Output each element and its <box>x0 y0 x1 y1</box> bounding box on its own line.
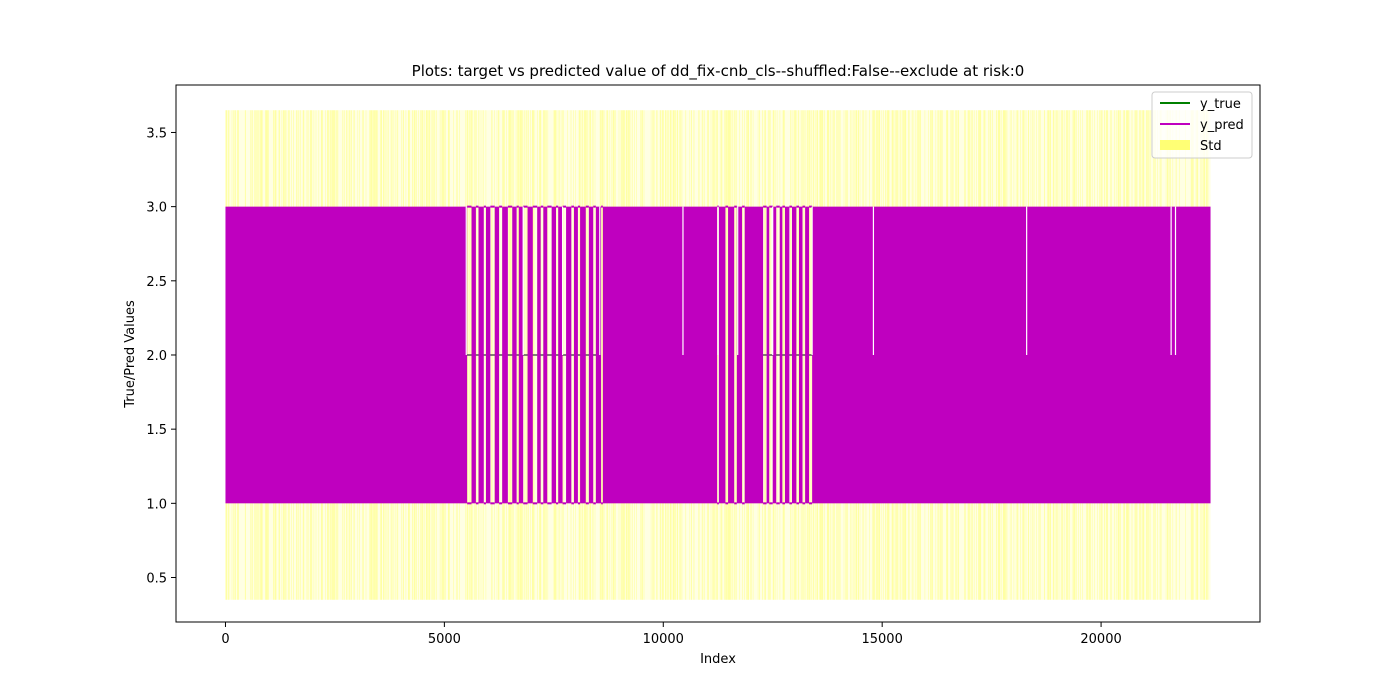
legend-y-pred-label: y_pred <box>1200 118 1244 133</box>
y-pred-band <box>805 206 810 504</box>
y-pred-band <box>728 206 735 504</box>
y-pred-band <box>718 206 726 504</box>
y-pred-band <box>779 206 783 504</box>
y-pred-band <box>595 206 602 504</box>
y-tick-label: 3.0 <box>146 201 167 216</box>
y-pred-band <box>518 206 524 504</box>
x-axis-label: Index <box>700 652 736 667</box>
y-pred-band <box>744 206 764 504</box>
x-axis: 0 5000 10000 15000 20000 <box>221 622 1122 647</box>
y-tick-label: 2.0 <box>146 349 167 364</box>
y-pred-band <box>512 206 517 504</box>
y-pred-band <box>502 206 508 504</box>
y-pred-band <box>602 206 718 504</box>
y-pred-band <box>736 206 743 504</box>
y-pred-band <box>573 206 578 504</box>
legend-y-true-label: y_true <box>1200 97 1241 112</box>
y-tick-label: 0.5 <box>146 571 167 586</box>
y-pred-band <box>494 206 500 504</box>
x-tick-label: 20000 <box>1080 632 1121 647</box>
y-pred-band <box>225 206 468 504</box>
y-pred-band <box>766 206 770 504</box>
chart-title: Plots: target vs predicted value of dd_f… <box>412 62 1025 81</box>
y-pred-band <box>537 206 541 504</box>
y-tick-label: 2.5 <box>146 275 167 290</box>
y-pred-series <box>225 205 1211 505</box>
y-pred-band <box>471 206 476 504</box>
x-tick-label: 15000 <box>861 632 902 647</box>
y-axis: 0.5 1.0 1.5 2.0 2.5 3.0 3.5 <box>146 126 176 586</box>
y-tick-label: 3.5 <box>146 126 167 141</box>
y-pred-band <box>588 206 594 504</box>
y-pred-band <box>485 206 491 504</box>
axes-frame <box>175 84 1261 623</box>
y-pred-band <box>784 206 790 504</box>
legend-std-swatch <box>1160 140 1190 150</box>
y-pred-band <box>791 206 797 504</box>
legend: y_true y_pred Std <box>1151 91 1253 159</box>
x-tick-label: 0 <box>221 632 229 647</box>
y-tick-label: 1.5 <box>146 423 167 438</box>
y-pred-band <box>580 206 586 504</box>
y-pred-band <box>566 206 572 504</box>
y-pred-band <box>543 206 548 504</box>
legend-std-label: Std <box>1200 139 1222 154</box>
y-pred-band <box>558 206 563 504</box>
y-pred-band <box>527 206 533 504</box>
y-pred-band <box>478 206 484 504</box>
x-tick-label: 5000 <box>428 632 461 647</box>
y-pred-band <box>812 206 1211 504</box>
y-pred-band <box>551 206 557 504</box>
y-pred-band <box>772 206 777 504</box>
y-tick-label: 1.0 <box>146 497 167 512</box>
x-tick-label: 10000 <box>643 632 684 647</box>
y-axis-label: True/Pred Values <box>123 300 138 409</box>
y-pred-band <box>798 206 803 504</box>
